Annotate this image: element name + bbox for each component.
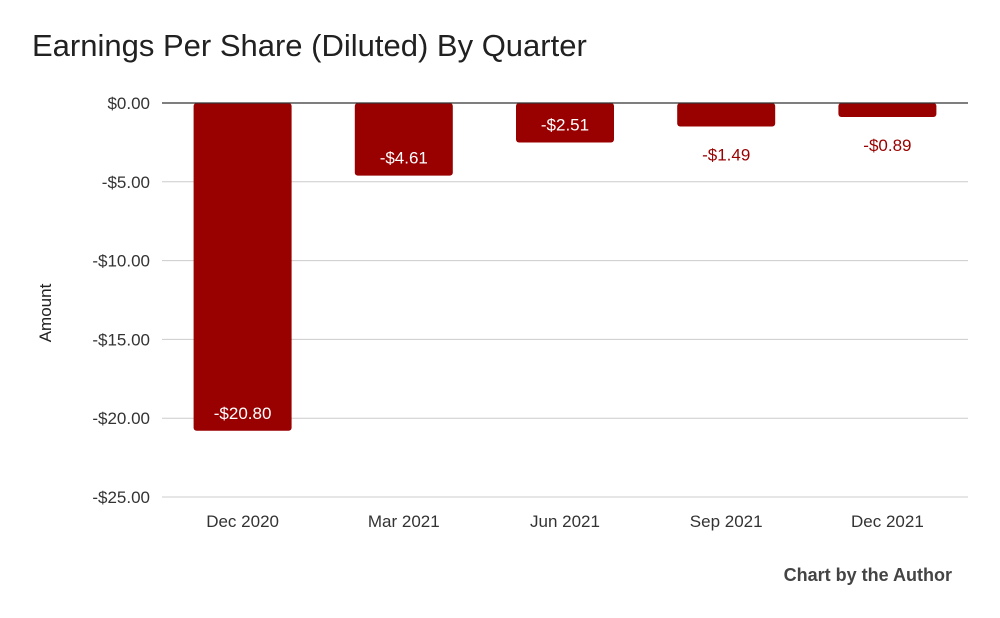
x-tick-label: Dec 2020 [206, 512, 279, 531]
x-tick-label: Mar 2021 [368, 512, 440, 531]
gridlines [162, 181, 968, 498]
x-tick-label: Jun 2021 [530, 512, 600, 531]
chart-credit: Chart by the Author [783, 565, 952, 585]
y-axis-ticks: $0.00 -$5.00 -$10.00 -$15.00 -$20.00 -$25.00 [92, 94, 150, 507]
bars [193, 103, 937, 431]
y-tick-label: -$10.00 [92, 252, 150, 271]
y-tick-label: -$20.00 [92, 409, 150, 428]
bar [677, 103, 776, 127]
bar [838, 103, 937, 118]
y-tick-label: -$25.00 [92, 488, 150, 507]
y-tick-label: -$15.00 [92, 330, 150, 349]
data-label: -$1.49 [702, 145, 750, 164]
x-axis-ticks: Dec 2020 Mar 2021 Jun 2021 Sep 2021 Dec 2021 [206, 512, 924, 531]
y-axis-label: Amount [36, 283, 55, 342]
data-label: -$4.61 [380, 149, 428, 168]
y-tick-label: $0.00 [107, 94, 150, 113]
data-labels: -$20.80 -$4.61 -$2.51 -$1.49 -$0.89 [214, 116, 912, 423]
x-tick-label: Dec 2021 [851, 512, 924, 531]
data-label: -$0.89 [863, 136, 911, 155]
bar [354, 103, 453, 176]
data-label: -$20.80 [214, 404, 272, 423]
y-tick-label: -$5.00 [102, 173, 150, 192]
bar [516, 103, 614, 143]
x-tick-label: Sep 2021 [690, 512, 763, 531]
data-label: -$2.51 [541, 116, 589, 135]
chart-title: Earnings Per Share (Diluted) By Quarter [32, 28, 587, 63]
bar [193, 103, 292, 431]
